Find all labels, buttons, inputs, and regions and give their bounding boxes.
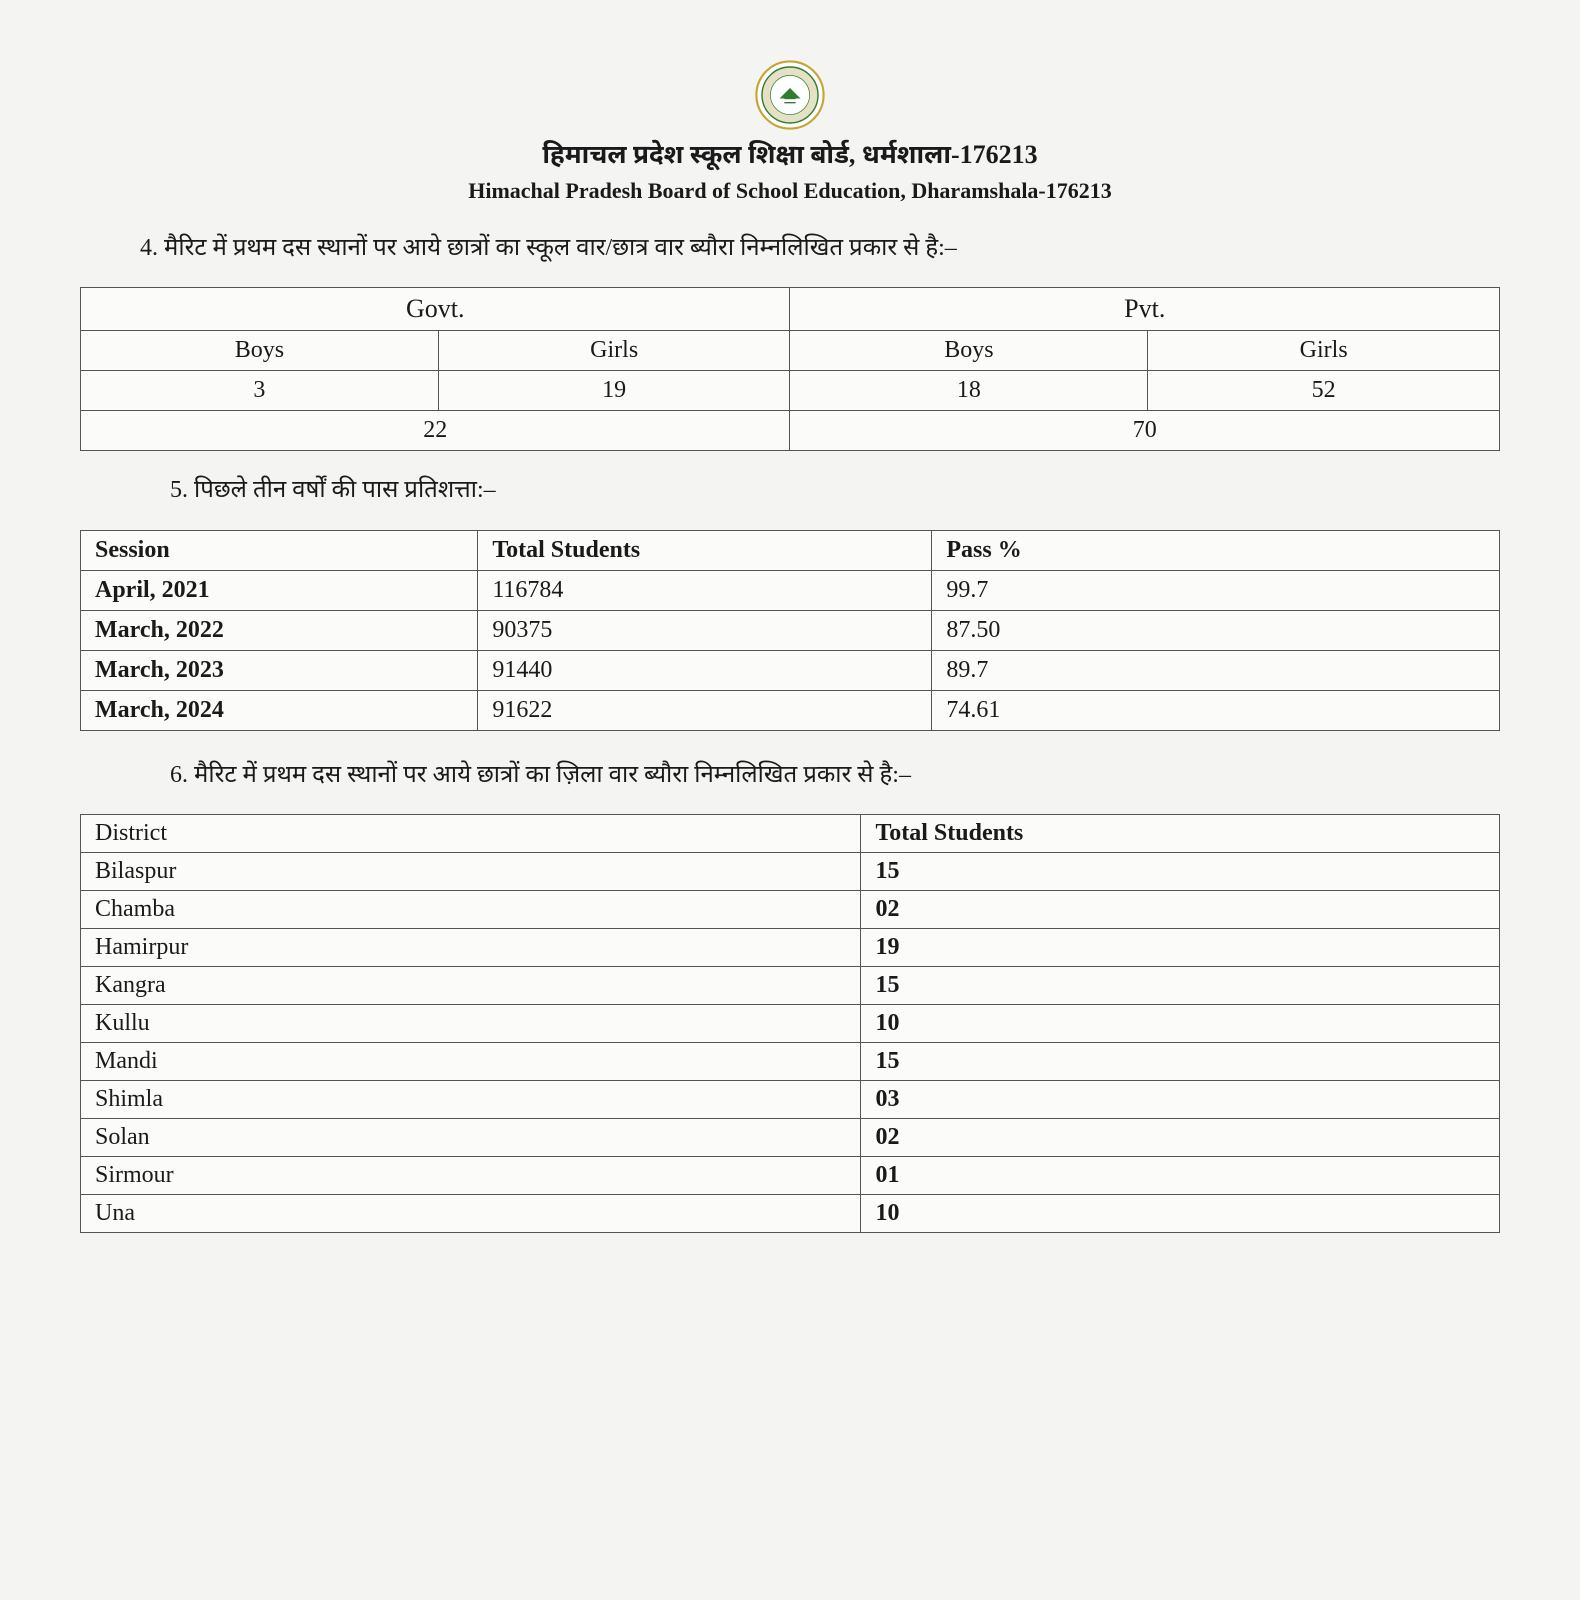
pass-session: March, 2024 [81,690,478,730]
district-row: Mandi15 [81,1043,1500,1081]
pass-session: March, 2022 [81,610,478,650]
district-total: 02 [861,1119,1500,1157]
pass-percent: 99.7 [932,570,1500,610]
merit-govt-girls-value: 19 [438,371,790,411]
district-name: Mandi [81,1043,861,1081]
item-4-number: 4. [140,235,158,261]
district-row: Una10 [81,1195,1500,1233]
district-col-name: District [81,815,861,853]
merit-govt-total: 22 [81,411,790,451]
merit-pvt-header: Pvt. [790,288,1500,331]
pass-col-total: Total Students [478,530,932,570]
district-total: 10 [861,1195,1500,1233]
district-total: 15 [861,967,1500,1005]
item-5-text: पिछले तीन वर्षों की पास प्रतिशत्ता:– [194,477,496,503]
item-6-number: 6. [170,762,188,788]
pass-percent: 89.7 [932,650,1500,690]
district-row: Bilaspur15 [81,853,1500,891]
district-name: Bilaspur [81,853,861,891]
merit-table: Govt. Pvt. Boys Girls Boys Girls 3 19 18… [80,287,1500,451]
district-name: Solan [81,1119,861,1157]
pass-session: March, 2023 [81,650,478,690]
district-total: 15 [861,1043,1500,1081]
pass-row: March, 20229037587.50 [81,610,1500,650]
title-english: Himachal Pradesh Board of School Educati… [80,178,1500,204]
merit-pvt-boys-value: 18 [790,371,1148,411]
pass-percent: 74.61 [932,690,1500,730]
district-row: Shimla03 [81,1081,1500,1119]
pass-session: April, 2021 [81,570,478,610]
district-row: Solan02 [81,1119,1500,1157]
merit-pvt-girls-label: Girls [1148,331,1500,371]
district-name: Shimla [81,1081,861,1119]
item-5: 5. पिछले तीन वर्षों की पास प्रतिशत्ता:– [170,471,1460,509]
pass-row: March, 20249162274.61 [81,690,1500,730]
pass-row: March, 20239144089.7 [81,650,1500,690]
district-name: Hamirpur [81,929,861,967]
district-name: Sirmour [81,1157,861,1195]
item-6: 6. मैरिट में प्रथम दस स्थानों पर आये छात… [170,756,1460,794]
district-total: 01 [861,1157,1500,1195]
district-row: Hamirpur19 [81,929,1500,967]
pass-col-session: Session [81,530,478,570]
board-logo [755,60,825,130]
district-col-total: Total Students [861,815,1500,853]
district-name: Chamba [81,891,861,929]
merit-govt-header: Govt. [81,288,790,331]
pass-total: 91440 [478,650,932,690]
pass-col-pass: Pass % [932,530,1500,570]
pass-total: 116784 [478,570,932,610]
item-5-number: 5. [170,477,188,503]
document-header: हिमाचल प्रदेश स्कूल शिक्षा बोर्ड, धर्मशा… [80,60,1500,204]
district-total: 15 [861,853,1500,891]
title-hindi: हिमाचल प्रदेश स्कूल शिक्षा बोर्ड, धर्मशा… [80,140,1500,174]
district-name: Kullu [81,1005,861,1043]
pass-total: 91622 [478,690,932,730]
district-name: Kangra [81,967,861,1005]
merit-pvt-girls-value: 52 [1148,371,1500,411]
merit-govt-girls-label: Girls [438,331,790,371]
merit-govt-boys-value: 3 [81,371,439,411]
district-row: Kangra15 [81,967,1500,1005]
district-total: 10 [861,1005,1500,1043]
district-name: Una [81,1195,861,1233]
district-row: Sirmour01 [81,1157,1500,1195]
item-6-text: मैरिट में प्रथम दस स्थानों पर आये छात्रो… [194,762,911,788]
merit-pvt-total: 70 [790,411,1500,451]
district-row: Chamba02 [81,891,1500,929]
district-total: 03 [861,1081,1500,1119]
item-4: 4. मैरिट में प्रथम दस स्थानों पर आये छात… [140,229,1460,267]
pass-percent: 87.50 [932,610,1500,650]
item-4-text: मैरिट में प्रथम दस स्थानों पर आये छात्रो… [164,235,957,261]
district-total: 02 [861,891,1500,929]
pass-table: Session Total Students Pass % April, 202… [80,530,1500,731]
district-table: District Total Students Bilaspur15Chamba… [80,814,1500,1233]
district-row: Kullu10 [81,1005,1500,1043]
merit-pvt-boys-label: Boys [790,331,1148,371]
pass-row: April, 202111678499.7 [81,570,1500,610]
pass-total: 90375 [478,610,932,650]
district-total: 19 [861,929,1500,967]
merit-govt-boys-label: Boys [81,331,439,371]
